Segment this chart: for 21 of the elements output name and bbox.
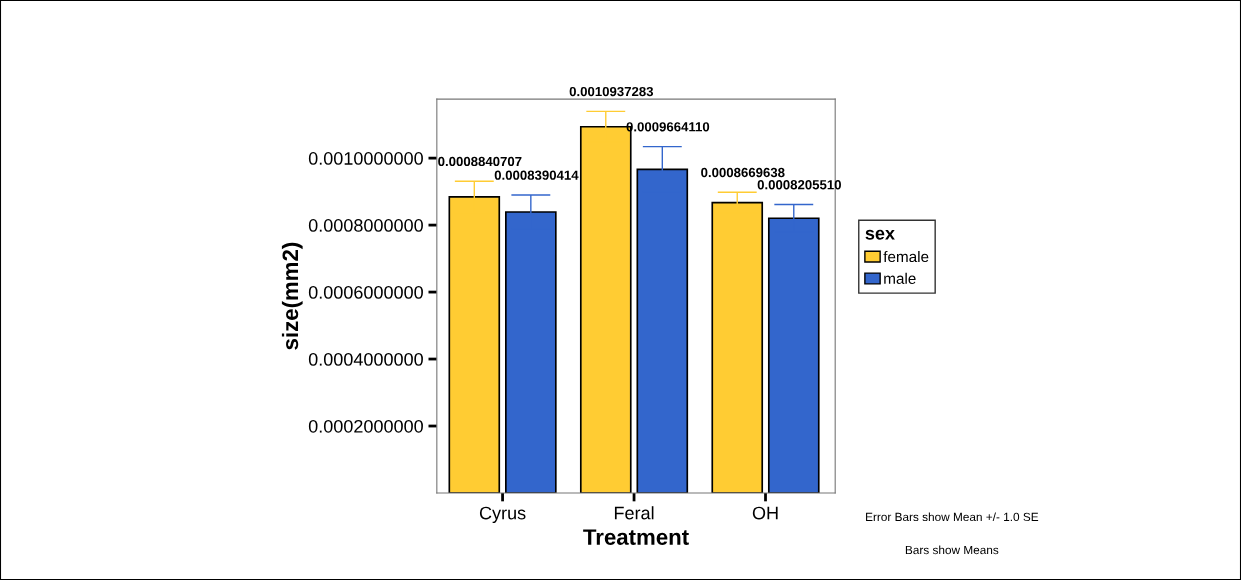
text: Error Bars show Mean +/- 1.0 SE: [866, 512, 1039, 522]
x-axis-title: Treatment: [583, 529, 689, 545]
text: Bars show Means: [905, 545, 999, 555]
y-tick-label: 0.0004000000: [308, 352, 423, 366]
data-label: 0.0009664110: [626, 122, 710, 132]
y-tick-label: 0.0010000000: [308, 152, 423, 165]
legend-label: male: [884, 272, 916, 284]
legend-title: sex: [865, 229, 895, 240]
data-label: 0.0008390414: [494, 170, 579, 180]
data-label: 0.0008669638: [701, 167, 785, 178]
y-tick-label: 0.0002000000: [308, 419, 423, 433]
x-tick-label: Cyrus: [479, 506, 526, 524]
x-tick-label: OH: [752, 506, 778, 520]
y-axis-title: size(mm2): [281, 242, 303, 350]
y-tick-label: 0.0006000000: [308, 286, 423, 299]
data-label: 0.0008840707: [438, 156, 522, 167]
legend-label: female: [883, 250, 929, 263]
x-tick-label: Feral: [614, 506, 654, 520]
y-tick-label: 0.0008000000: [308, 219, 423, 232]
data-label: 0.0008205510: [757, 180, 841, 190]
data-label: 0.0010937283: [569, 86, 654, 97]
